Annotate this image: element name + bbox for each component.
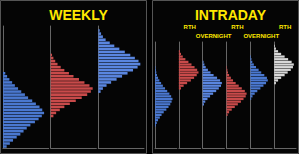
svg-text:INTRADAY: INTRADAY (195, 7, 267, 23)
svg-text:RTH: RTH (279, 24, 291, 30)
svg-text:RTH: RTH (231, 24, 243, 30)
svg-text:OVERNIGHT: OVERNIGHT (243, 33, 279, 39)
svg-text:OVERNIGHT: OVERNIGHT (196, 33, 232, 39)
svg-text:WEEKLY: WEEKLY (49, 7, 108, 23)
svg-text:RTH: RTH (184, 24, 196, 30)
